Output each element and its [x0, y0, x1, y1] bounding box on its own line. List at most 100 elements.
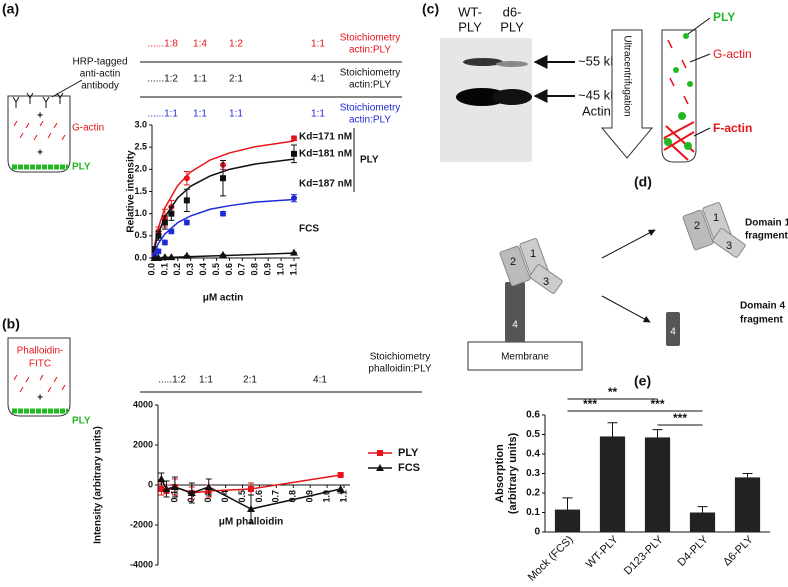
y-tick-label: 0.2 — [526, 488, 540, 499]
fragment-label: fragment — [740, 315, 783, 326]
y-tick-label: 0.3 — [526, 468, 540, 479]
schematic-text: G-actin — [72, 123, 104, 134]
y-tick-label: 4000 — [133, 399, 153, 409]
y-tick-label: 0 — [534, 527, 540, 538]
x-tick-label: 0.4 — [198, 263, 208, 276]
x-tick-label: 0.6 — [254, 490, 264, 503]
stoichiometry-title: phalloidin:PLY — [368, 364, 432, 375]
x-tick-label: 0.3 — [185, 263, 195, 276]
error-bar — [652, 429, 663, 438]
membrane-label: Membrane — [501, 352, 549, 363]
panel-d: Membrane 4 2 1 3 2 1 3 4 Domain 1-3 (D12… — [467, 202, 788, 371]
marker — [183, 175, 190, 182]
stoichiometry-label: 1:1 — [193, 74, 207, 85]
panel-label: (a) — [2, 1, 19, 17]
significance-label: *** — [650, 397, 664, 411]
marker — [162, 485, 171, 492]
error-bar — [607, 422, 618, 437]
marker — [151, 246, 158, 253]
x-tick-label: 0.2 — [172, 263, 182, 276]
marker — [187, 489, 196, 496]
tube-label: PLY — [713, 10, 735, 24]
marker — [220, 175, 226, 182]
domain-number: 3 — [543, 276, 549, 288]
fit-curve — [151, 198, 295, 259]
arrow-label: Ultracentrifugation — [621, 35, 632, 116]
domain-number: 2 — [510, 256, 516, 268]
lane-label: d6- — [503, 4, 522, 19]
stoichiometry-label: ......1:8 — [147, 39, 178, 50]
well — [7, 95, 71, 173]
x-tick-label: 0.6 — [224, 263, 234, 276]
ply-dot — [687, 81, 693, 87]
schematic-text: PLY — [72, 416, 91, 427]
marker — [161, 219, 168, 226]
stoichiometry-label: 1:4 — [193, 39, 207, 50]
panel-label: (b) — [2, 316, 20, 332]
legend-label: Kd=171 nM — [299, 132, 352, 143]
fragment-label: Domain 1-3 (D123) — [745, 218, 788, 229]
ply-dot — [684, 142, 692, 150]
x-tick-label: Δ6-PLY — [721, 533, 756, 568]
g-actin-dashes — [13, 120, 66, 141]
membrane — [467, 341, 583, 371]
marker — [291, 135, 297, 142]
legend-label: FCS — [398, 462, 420, 474]
stoichiometry-label: ......1:2 — [147, 74, 178, 85]
stoichiometry-label: 1:1 — [199, 375, 213, 386]
ply-dot — [664, 138, 672, 146]
x-tick-label: 0.2 — [186, 490, 196, 503]
x-tick-label: D4-PLY — [676, 533, 712, 569]
x-axis-title: μM actin — [203, 293, 244, 304]
legend-label: FCS — [299, 224, 319, 235]
x-tick-label: 0.5 — [211, 263, 221, 276]
legend-label: Kd=181 nM — [299, 149, 352, 160]
bar — [599, 436, 626, 532]
pointer-line — [689, 53, 711, 63]
marker — [183, 219, 190, 226]
marker — [337, 472, 344, 478]
y-tick-label: -2000 — [130, 519, 153, 529]
marker — [168, 228, 175, 235]
pointer-line — [693, 127, 711, 137]
ply-dot — [678, 112, 686, 120]
stoichiometry-title: Stoichiometry — [340, 103, 401, 114]
schematic-text: anti-actin — [80, 69, 121, 80]
bar — [689, 512, 716, 532]
marker — [183, 197, 190, 204]
domain-number: 3 — [726, 240, 732, 252]
ply-dot — [683, 33, 689, 39]
x-tick-label: 0.8 — [250, 263, 260, 276]
gel-band — [496, 61, 528, 67]
fragment-domain-3 — [712, 228, 746, 258]
lane-label: PLY — [500, 19, 524, 34]
y-axis-title: Intensity (arbitrary units) — [93, 426, 104, 544]
gel-band — [463, 58, 503, 66]
g-actin-dashes — [667, 39, 689, 105]
antibodies — [12, 92, 64, 108]
y-tick-label: 2.5 — [134, 142, 147, 152]
band-label: ~55 kD — [578, 53, 620, 68]
panel-c: WT- PLY d6- PLY ~55 kD ~45 kD Actin Ultr… — [440, 4, 752, 163]
arrow — [601, 295, 651, 323]
panel-label: (c) — [422, 1, 439, 17]
well — [7, 337, 71, 417]
fit-curve — [151, 140, 295, 259]
stoichiometry-title: Stoichiometry — [370, 352, 431, 363]
tube-label: F-actin — [713, 121, 752, 135]
marker — [220, 210, 226, 217]
y-axis-title: (arbitrary units) — [507, 433, 519, 515]
y-tick-label: 0.6 — [526, 410, 540, 421]
stoichiometry-label: 1:1 — [311, 39, 325, 50]
y-tick-label: 1.5 — [134, 186, 147, 196]
x-tick-label: 1.0 — [275, 263, 285, 276]
panel-label: (d) — [634, 174, 652, 190]
x-tick-label: 0.1 — [159, 263, 169, 276]
marker — [204, 483, 213, 490]
domain-number: 4 — [512, 320, 518, 331]
y-tick-label: -4000 — [130, 559, 153, 569]
stoichiometry-label: 4:1 — [311, 74, 325, 85]
band-label: ~45 kD — [578, 87, 620, 102]
stoichiometry-title: actin:PLY — [349, 45, 391, 56]
schematic-a: HRP-tagged anti-actin antibody + + G-act… — [7, 57, 128, 173]
